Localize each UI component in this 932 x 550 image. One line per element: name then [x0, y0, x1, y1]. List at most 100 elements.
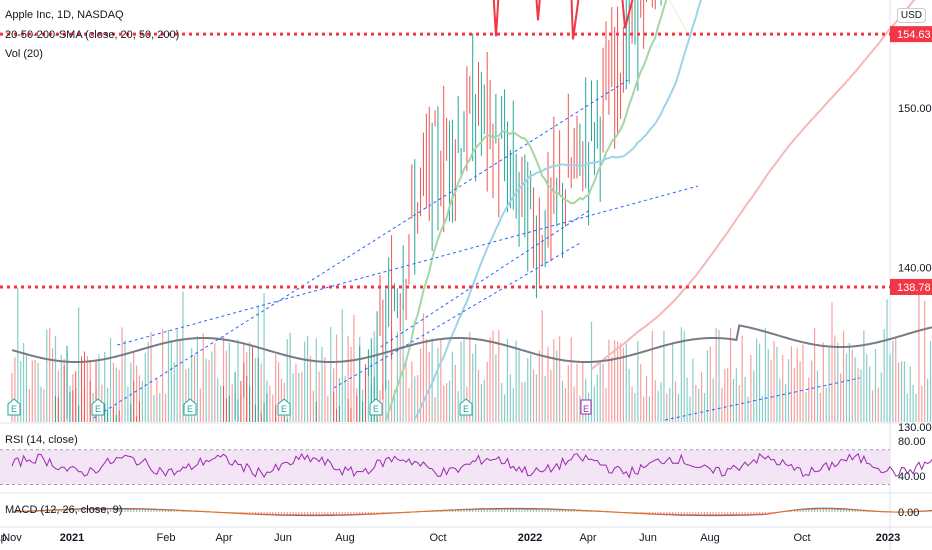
volume-bar: [147, 341, 149, 422]
macd-histogram-bar: [521, 509, 523, 512]
volume-bar: [338, 377, 341, 422]
macd-histogram-bar: [683, 512, 685, 515]
volume-bar: [556, 350, 558, 422]
volume-bar: [672, 344, 674, 422]
volume-bar: [674, 381, 677, 422]
macd-legend[interactable]: MACD (12, 26, close, 9): [5, 504, 123, 516]
volume-bar: [512, 388, 514, 422]
volume-bar: [248, 342, 251, 422]
volume-sma-line: [11, 324, 932, 363]
macd-histogram-bar: [373, 512, 375, 514]
macd-histogram-bar: [703, 512, 706, 515]
macd-histogram-bar: [680, 512, 682, 515]
macd-histogram-bar: [359, 512, 361, 515]
volume-bar: [98, 354, 100, 422]
volume-bar: [845, 353, 848, 422]
macd-histogram-bar: [130, 509, 132, 512]
macd-histogram-bar: [324, 512, 326, 515]
macd-histogram-bar: [185, 510, 187, 512]
macd-histogram-bar: [738, 512, 740, 515]
macd-histogram-bar: [57, 510, 59, 512]
volume-bar: [167, 329, 170, 422]
volume-bar: [758, 343, 761, 422]
macd-histogram-bar: [472, 509, 474, 512]
macd-histogram-bar: [556, 509, 558, 512]
volume-bar: [474, 344, 477, 422]
time-axis-tick: Jun: [639, 532, 657, 544]
macd-histogram-bar: [150, 509, 152, 512]
volume-bar: [822, 342, 824, 422]
volume-bar: [170, 341, 172, 422]
macd-histogram-bar: [724, 512, 726, 515]
volume-bar: [335, 334, 338, 422]
volume-bar: [596, 374, 598, 422]
macd-histogram-bar: [173, 510, 175, 512]
macd-histogram-bar: [457, 510, 459, 512]
symbol-legend[interactable]: Apple Inc, 1D, NASDAQ: [5, 9, 124, 21]
volume-bar: [831, 302, 833, 422]
volume-bar: [188, 368, 190, 422]
volume-bar: [396, 331, 398, 422]
earnings-letter: E: [281, 404, 287, 414]
macd-histogram-bar: [370, 512, 372, 514]
macd-histogram-bar: [669, 512, 671, 515]
volume-bar: [602, 363, 604, 422]
volume-bar: [127, 386, 129, 422]
macd-histogram-bar: [46, 510, 48, 512]
volume-bar: [173, 362, 175, 422]
macd-histogram-bar: [474, 509, 477, 512]
macd-tick: 0.00: [898, 507, 919, 519]
volume-bar: [770, 359, 772, 422]
macd-histogram-bar: [301, 512, 303, 515]
volume-bar: [921, 385, 923, 422]
volume-bar: [414, 376, 416, 422]
sma-legend[interactable]: 20-50-200-SMA (close, 20, 50, 200): [5, 29, 180, 41]
macd-histogram-bar: [147, 509, 149, 512]
macd-histogram-bar: [191, 511, 193, 512]
volume-bar: [112, 362, 115, 422]
volume-bar: [104, 352, 106, 422]
macd-histogram-bar: [527, 509, 529, 512]
rsi-legend[interactable]: RSI (14, close): [5, 434, 78, 446]
macd-histogram-bar: [834, 508, 836, 512]
volume-bar: [159, 392, 161, 422]
volume-bar: [582, 362, 584, 422]
macd-histogram-bar: [518, 509, 520, 512]
volume-bar: [107, 387, 109, 422]
volume-bar: [222, 336, 225, 422]
macd-histogram-bar: [304, 512, 306, 515]
volume-bar: [828, 347, 830, 422]
macd-histogram-bar: [831, 508, 833, 512]
macd-histogram-bar: [254, 512, 256, 514]
volume-bar: [298, 372, 300, 422]
volume-bar: [683, 330, 685, 422]
volume-bar: [457, 391, 459, 422]
macd-histogram-bar: [732, 512, 735, 515]
macd-histogram-bar: [109, 509, 112, 512]
time-axis-tick: Apr: [215, 532, 232, 544]
volume-bar: [715, 328, 717, 422]
macd-histogram-bar: [286, 512, 288, 515]
currency-button[interactable]: USD: [896, 8, 926, 23]
sma200-line: [590, 0, 916, 370]
volume-bar: [518, 350, 520, 422]
volume-bar: [214, 343, 216, 422]
macd-histogram-bar: [706, 512, 708, 515]
macd-histogram-bar: [483, 509, 485, 512]
price-axis-tick: 130.00: [898, 422, 932, 434]
volume-bar: [640, 364, 642, 422]
macd-histogram-bar: [460, 509, 462, 512]
volume-bar: [866, 354, 868, 422]
volume-bar: [692, 358, 694, 422]
volume-bar: [599, 362, 601, 422]
macd-histogram-bar: [501, 509, 503, 512]
earnings-letter: E: [583, 404, 589, 414]
macd-histogram-bar: [446, 510, 448, 512]
earnings-letter: E: [187, 404, 193, 414]
volume-bar: [880, 372, 882, 422]
volume-bar: [729, 327, 732, 422]
volume-legend[interactable]: Vol (20): [5, 48, 43, 60]
volume-bar: [237, 339, 239, 422]
volume-bar: [811, 360, 813, 422]
